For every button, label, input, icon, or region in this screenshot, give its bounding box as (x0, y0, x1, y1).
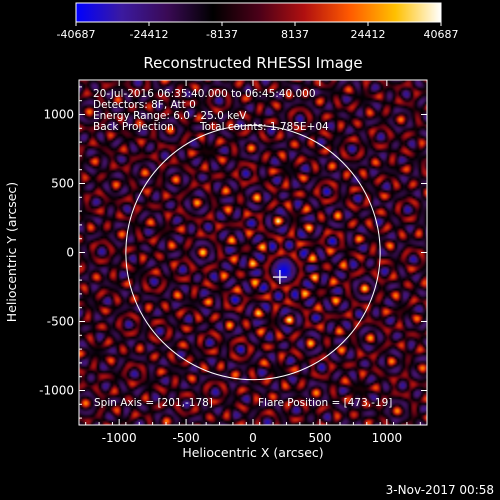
annotation-method: Back Projection (93, 121, 174, 133)
colorbar-tick-label: 24412 (350, 28, 385, 41)
colorbar-tick-label: -40687 (57, 28, 96, 41)
x-axis-label: Heliocentric X (arcsec) (182, 445, 323, 460)
annotation-spin-axis: Spin Axis = [201,-178] (94, 397, 213, 409)
annotation-date-range: 20-Jul-2016 06:35:40.000 to 06:45:40.000 (93, 88, 316, 100)
annotation-energy-range: Energy Range: 6.0 - 25.0 keV (93, 110, 247, 122)
x-tick-label: 1000 (372, 431, 403, 445)
annotation-flare-position: Flare Position = [473,-19] (258, 397, 392, 409)
annotation-detectors: Detectors: 8F, Att 0 (93, 99, 196, 111)
y-axis-label: Heliocentric Y (arcsec) (4, 182, 19, 322)
x-tick-label: -1000 (102, 431, 137, 445)
x-tick-label: -500 (172, 431, 199, 445)
colorbar: -40687 -24412 -8137 8137 24412 40687 (57, 2, 459, 41)
colorbar-ticks: -40687 -24412 -8137 8137 24412 40687 (57, 22, 459, 41)
plot-area (79, 80, 427, 425)
colorbar-tick-label: -8137 (206, 28, 238, 41)
y-tick-label: -500 (47, 315, 74, 329)
colorbar-fill (75, 2, 442, 23)
y-tick-label: 0 (66, 246, 74, 260)
colorbar-tick-label: 40687 (424, 28, 459, 41)
heatmap-image (79, 80, 427, 425)
solar-limb-circle (125, 124, 381, 381)
y-tick-label: 1000 (43, 108, 74, 122)
colorbar-tick-label: -24412 (130, 28, 169, 41)
annotations: 20-Jul-2016 06:35:40.000 to 06:45:40.000… (93, 88, 392, 409)
y-tick-label: -1000 (39, 384, 74, 398)
x-tick-label: 0 (249, 431, 257, 445)
x-tick-label: 500 (308, 431, 331, 445)
y-axis: -1000 -500 0 500 1000 (39, 86, 427, 419)
x-axis: -1000 -500 0 500 1000 (85, 80, 421, 445)
y-tick-label: 500 (51, 177, 74, 191)
chart-title: Reconstructed RHESSI Image (143, 54, 362, 72)
footer-timestamp: 3-Nov-2017 00:58 (386, 483, 494, 497)
annotation-total-counts: Total counts: 1.785E+04 (199, 121, 329, 133)
spin-axis-marker (272, 270, 287, 285)
colorbar-tick-label: 8137 (281, 28, 309, 41)
